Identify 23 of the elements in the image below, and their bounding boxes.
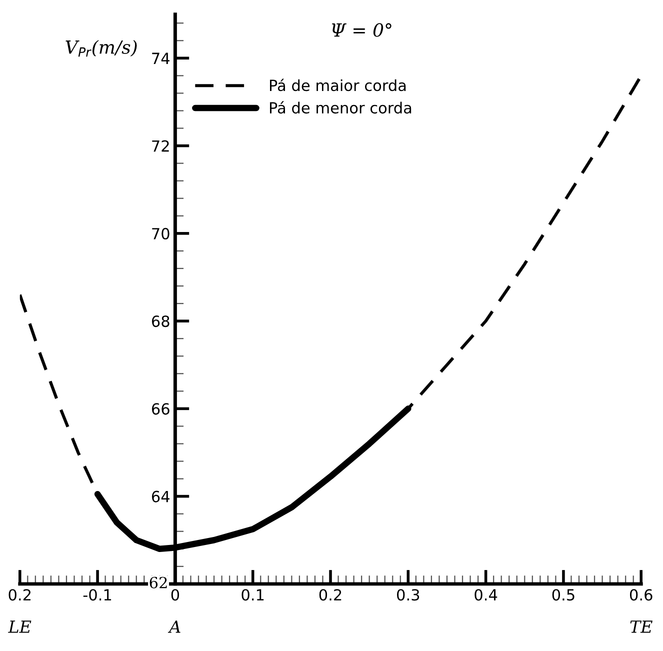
x-tick-label: 0.1 (242, 589, 264, 601)
x-tick-label: 0.6 (630, 589, 652, 601)
y-tick-label: 68 (152, 316, 170, 328)
y-tick-label: 64 (152, 490, 170, 502)
x-tick-label: 0 (171, 589, 180, 601)
text: LE (8, 620, 32, 633)
x-tick-label: 0.3 (397, 589, 420, 601)
x-tick-label: -0.1 (83, 589, 112, 601)
y-axis-title: V$_{Pr}$(m/s) (66, 40, 137, 57)
x-tick-label: 0.5 (552, 589, 574, 601)
y-tick-label: 72 (152, 140, 169, 152)
x-tick-label: 0.2 (8, 589, 31, 601)
y-tick-label: 66 (152, 403, 170, 415)
legend-label: Pá de menor corda (270, 101, 412, 114)
legend-label: Pá de maior corda (270, 78, 406, 92)
text: TE (630, 620, 652, 633)
y-tick-label: 74 (152, 52, 170, 64)
chart-title: Ψ = 0° (332, 23, 392, 37)
text: A (168, 620, 180, 633)
y-tick-label: 70 (152, 228, 170, 240)
y-tick-label: 62 (150, 576, 167, 588)
x-tick-label: 0.4 (474, 589, 498, 601)
x-tick-label: 0.2 (319, 589, 342, 601)
